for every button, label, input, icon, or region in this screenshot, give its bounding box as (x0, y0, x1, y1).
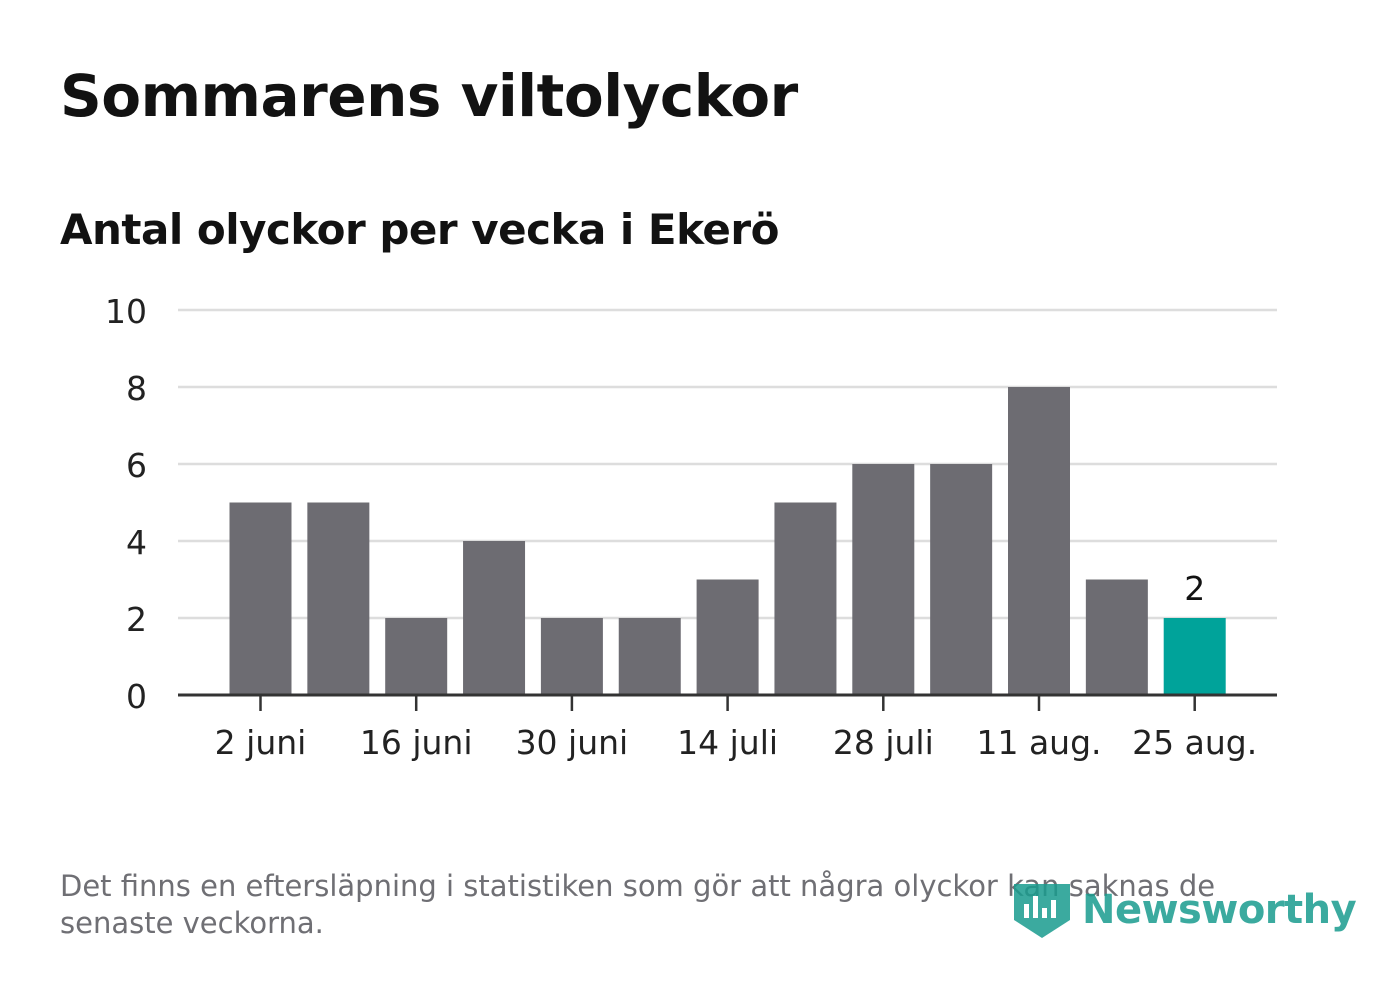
chart-title: Sommarens viltolyckor (60, 62, 798, 130)
brand-logo: Newsworthy (1010, 878, 1357, 942)
x-tick-label: 28 juli (833, 723, 934, 762)
x-tick-label: 11 aug. (976, 723, 1101, 762)
bar (1085, 579, 1148, 695)
bar (1008, 387, 1070, 695)
x-tick-label: 14 juli (677, 723, 778, 762)
chart-subtitle: Antal olyckor per vecka i Ekerö (60, 205, 779, 254)
data-label: 2 (1184, 569, 1205, 608)
bar (540, 618, 603, 695)
y-tick-label: 6 (126, 446, 147, 485)
bar (930, 464, 993, 695)
brand-name: Newsworthy (1082, 887, 1357, 933)
x-tick-label: 25 aug. (1132, 723, 1257, 762)
bar-highlighted (1163, 618, 1226, 695)
x-tick-label: 2 juni (215, 723, 307, 762)
bar (463, 541, 526, 695)
x-tick-label: 30 juni (516, 723, 629, 762)
bar (774, 502, 837, 695)
y-tick-label: 4 (126, 523, 147, 562)
x-tick-label: 16 juni (360, 723, 473, 762)
newsworthy-logo-icon (1014, 884, 1070, 938)
y-tick-label: 10 (105, 292, 147, 331)
bar (229, 502, 292, 695)
y-tick-label: 2 (126, 600, 147, 639)
y-tick-label: 8 (126, 369, 147, 408)
bar (618, 618, 681, 695)
bar (696, 579, 759, 695)
bar (307, 502, 370, 695)
y-tick-label: 0 (126, 677, 147, 716)
bar (385, 618, 448, 695)
bar (852, 464, 915, 695)
